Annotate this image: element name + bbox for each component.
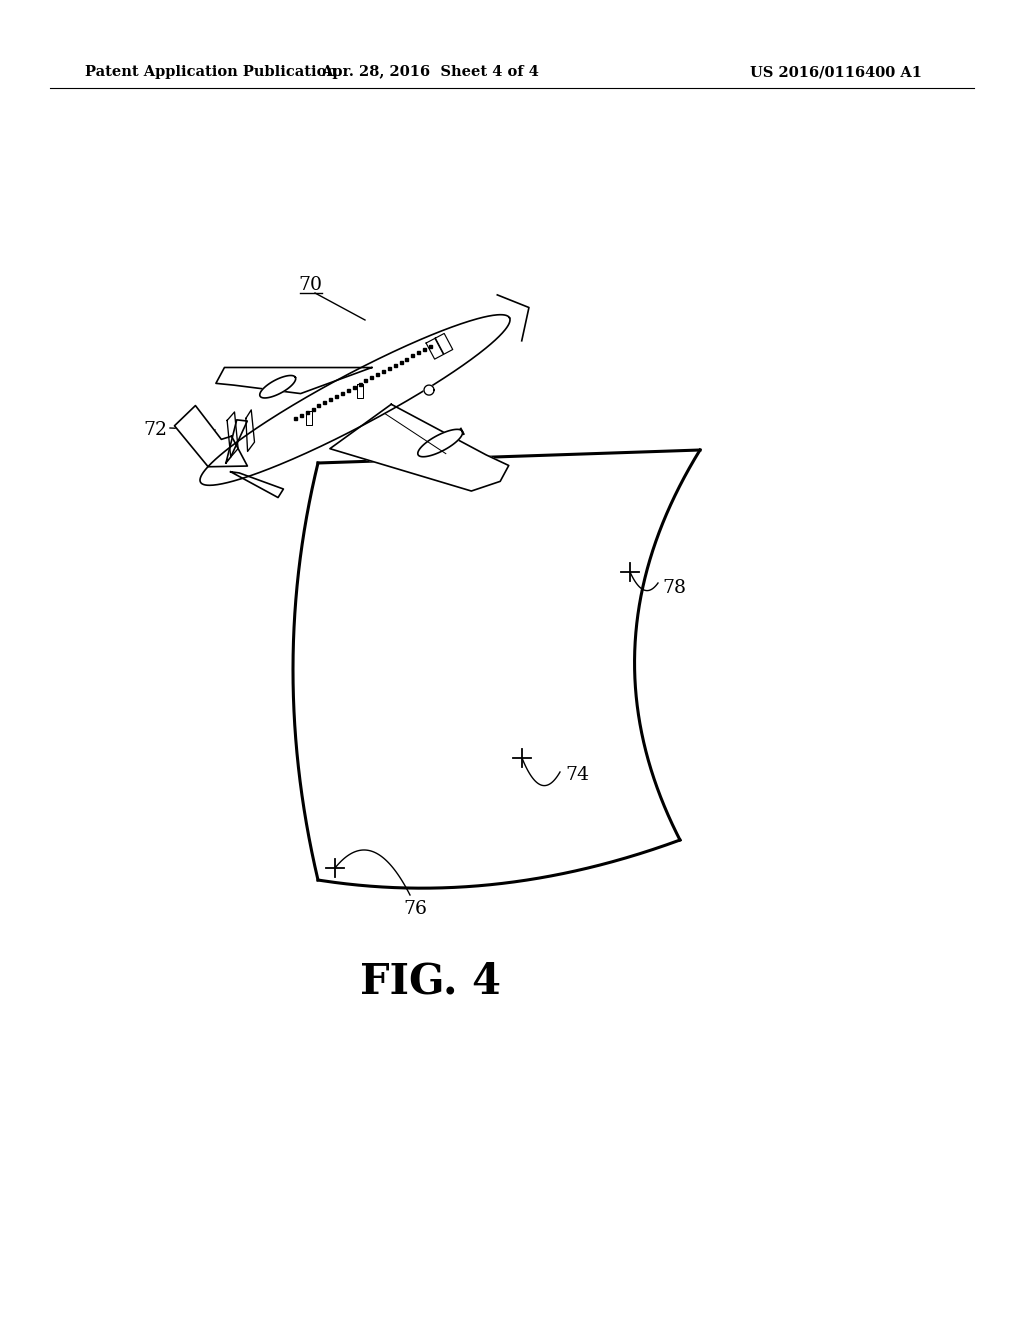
Polygon shape bbox=[423, 348, 426, 351]
Polygon shape bbox=[329, 399, 332, 401]
Polygon shape bbox=[371, 376, 374, 379]
Polygon shape bbox=[352, 385, 355, 388]
Text: 74: 74 bbox=[565, 766, 589, 784]
Text: 72: 72 bbox=[143, 421, 167, 440]
Polygon shape bbox=[347, 389, 350, 392]
Polygon shape bbox=[424, 385, 434, 395]
Polygon shape bbox=[246, 411, 255, 451]
Polygon shape bbox=[388, 367, 391, 370]
Polygon shape bbox=[311, 408, 314, 411]
Polygon shape bbox=[406, 358, 409, 360]
Polygon shape bbox=[293, 450, 700, 888]
Text: 78: 78 bbox=[662, 579, 686, 597]
Text: US 2016/0116400 A1: US 2016/0116400 A1 bbox=[750, 65, 922, 79]
Polygon shape bbox=[216, 367, 372, 393]
Polygon shape bbox=[365, 379, 368, 383]
Text: Patent Application Publication: Patent Application Publication bbox=[85, 65, 337, 79]
Polygon shape bbox=[399, 360, 402, 364]
Text: Apr. 28, 2016  Sheet 4 of 4: Apr. 28, 2016 Sheet 4 of 4 bbox=[322, 65, 539, 79]
Text: 70: 70 bbox=[298, 276, 322, 294]
Polygon shape bbox=[317, 404, 321, 408]
Text: 76: 76 bbox=[403, 900, 427, 917]
Polygon shape bbox=[226, 420, 247, 463]
Polygon shape bbox=[412, 355, 415, 358]
Polygon shape bbox=[429, 345, 432, 348]
Polygon shape bbox=[230, 471, 284, 498]
Polygon shape bbox=[382, 370, 385, 374]
Polygon shape bbox=[335, 395, 338, 399]
Polygon shape bbox=[426, 338, 443, 359]
Polygon shape bbox=[306, 411, 308, 413]
Polygon shape bbox=[174, 405, 248, 467]
Polygon shape bbox=[358, 383, 361, 385]
Polygon shape bbox=[417, 351, 420, 354]
Polygon shape bbox=[300, 413, 303, 417]
Polygon shape bbox=[418, 429, 463, 457]
Polygon shape bbox=[394, 364, 396, 367]
Polygon shape bbox=[341, 392, 344, 395]
Polygon shape bbox=[260, 375, 296, 397]
Polygon shape bbox=[294, 417, 297, 420]
Polygon shape bbox=[330, 404, 509, 491]
Polygon shape bbox=[324, 401, 327, 404]
Text: FIG. 4: FIG. 4 bbox=[359, 961, 501, 1003]
Polygon shape bbox=[376, 374, 379, 376]
Polygon shape bbox=[435, 334, 453, 354]
Polygon shape bbox=[227, 412, 239, 457]
Polygon shape bbox=[200, 314, 510, 486]
